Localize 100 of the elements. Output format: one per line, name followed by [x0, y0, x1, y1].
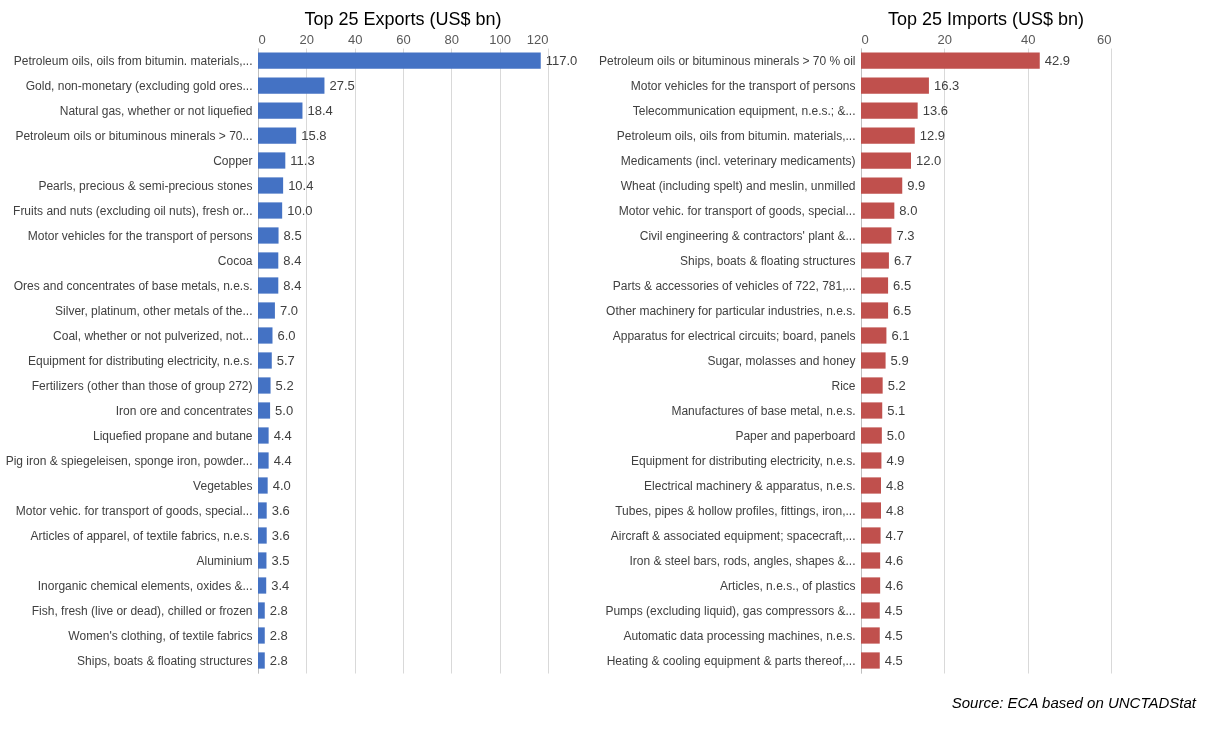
data-label: 10.0 [287, 202, 313, 218]
data-label: 2.8 [269, 652, 288, 668]
bar [258, 302, 275, 319]
y-tick-label: Petroleum oils or bituminous minerals > 70 % oil [599, 53, 856, 68]
y-tick-label: Pearls, precious & semi-precious stones [38, 178, 253, 193]
y-tick-label: Iron ore and concentrates [115, 403, 253, 418]
x-tick-label: 0 [258, 31, 266, 47]
y-tick-label: Women's clothing, of textile fabrics [68, 628, 253, 643]
data-label: 117.0 [545, 52, 578, 68]
data-label: 4.5 [884, 652, 903, 668]
y-tick-label: Articles, n.e.s., of plastics [720, 578, 856, 593]
data-label: 18.4 [307, 102, 333, 118]
y-tick-label: Vegetables [193, 478, 253, 493]
x-tick-label: 20 [937, 31, 953, 47]
bar [258, 602, 265, 619]
bar [258, 327, 273, 344]
data-label: 12.9 [919, 127, 946, 143]
y-tick-label: Motor vehic. for transport of goods, special... [618, 203, 856, 218]
data-label: 3.6 [271, 502, 290, 518]
y-tick-label: Fruits and nuts (excluding oil nuts), fresh or... [13, 203, 253, 218]
data-label: 16.3 [933, 77, 960, 93]
y-tick-label: Coal, whether or not pulverized, not... [53, 328, 253, 343]
y-tick-label: Tubes, pipes & hollow profiles, fittings, iron,... [615, 503, 856, 518]
data-label: 8.4 [283, 252, 302, 268]
x-tick-label: 60 [396, 31, 411, 47]
bar [258, 477, 268, 494]
data-label: 2.8 [269, 627, 288, 643]
data-label: 4.4 [273, 452, 292, 468]
data-label: 6.7 [893, 252, 912, 268]
y-tick-label: Motor vehicles for the transport of persons [630, 78, 856, 93]
y-tick-label: Automatic data processing machines, n.e.s. [623, 628, 856, 643]
data-label: 5.9 [890, 352, 909, 368]
data-label: 12.0 [916, 152, 942, 168]
data-label: 8.0 [899, 202, 918, 218]
data-label: 3.4 [271, 577, 290, 593]
data-label: 7.3 [896, 227, 915, 243]
data-label: 3.5 [271, 552, 290, 568]
y-tick-label: Aluminium [196, 553, 253, 568]
x-tick-label: 80 [444, 31, 460, 47]
bar [258, 402, 271, 419]
y-tick-label: Equipment for distributing electricity, n.e.s. [27, 353, 253, 368]
data-label: 27.5 [329, 77, 355, 93]
x-tick-label: 0 [861, 31, 869, 47]
y-tick-label: Fertilizers (other than those of group 272) [31, 378, 253, 393]
data-label: 4.9 [886, 452, 905, 468]
bar [258, 227, 279, 244]
data-label: 13.6 [922, 102, 948, 118]
bar [258, 252, 279, 269]
y-tick-label: Silver, platinum, other metals of the... [55, 303, 253, 318]
bar [258, 552, 267, 569]
data-label: 5.7 [276, 352, 295, 368]
bar [258, 202, 283, 219]
x-tick-label: 40 [1020, 31, 1036, 47]
bar [258, 177, 284, 194]
x-tick-label: 100 [489, 31, 512, 47]
data-label: 4.5 [884, 602, 903, 618]
data-label: 8.5 [283, 227, 302, 243]
x-tick-label: 40 [347, 31, 363, 47]
y-tick-label: Liquefied propane and butane [93, 428, 253, 443]
source-note: Source: ECA based on UNCTADStat [950, 694, 1198, 711]
y-tick-label: Apparatus for electrical circuits; board, panels [612, 328, 856, 343]
y-tick-label: Petroleum oils, oils from bitumin. materials,... [13, 53, 253, 68]
y-tick-label: Aircraft & associated equipment; spacecraft,... [610, 528, 856, 543]
bar [258, 152, 286, 169]
y-tick-label: Civil engineering & contractors' plant &... [639, 228, 856, 243]
bar [258, 502, 267, 519]
bar [258, 427, 269, 444]
data-label: 4.5 [884, 627, 903, 643]
bar [258, 527, 267, 544]
bar [258, 652, 265, 669]
data-label: 4.0 [272, 477, 291, 493]
y-tick-label: Petroleum oils, oils from bitumin. materials,... [616, 128, 856, 143]
data-label: 5.2 [887, 377, 906, 393]
data-label: 7.0 [279, 302, 298, 318]
bar [258, 452, 269, 469]
data-label: 4.7 [885, 527, 904, 543]
data-label: 4.6 [885, 552, 904, 568]
data-label: 10.4 [288, 177, 314, 193]
bar [258, 577, 267, 594]
y-tick-label: Heating & cooling equipment & parts thereof,... [606, 653, 856, 668]
x-tick-label: 60 [1097, 31, 1112, 47]
data-label: 3.6 [271, 527, 290, 543]
data-label: 4.8 [886, 502, 905, 518]
y-tick-label: Telecommunication equipment, n.e.s.; &... [632, 103, 856, 118]
chart-title: Top 25 Exports (US$ bn) [304, 9, 502, 29]
y-tick-label: Fish, fresh (live or dead), chilled or frozen [31, 603, 253, 618]
data-label: 6.0 [277, 327, 296, 343]
data-label: 5.2 [275, 377, 294, 393]
data-label: 6.5 [893, 277, 912, 293]
data-label: 4.6 [885, 577, 904, 593]
y-tick-label: Motor vehicles for the transport of persons [27, 228, 253, 243]
bar [258, 627, 265, 644]
bar [258, 352, 272, 369]
y-tick-label: Ships, boats & floating structures [77, 653, 253, 668]
data-label: 6.5 [893, 302, 912, 318]
y-tick-label: Medicaments (incl. veterinary medicaments) [620, 153, 856, 168]
y-tick-label: Inorganic chemical elements, oxides &... [37, 578, 253, 593]
y-tick-label: Cocoa [217, 253, 253, 268]
y-tick-label: Paper and paperboard [735, 428, 856, 443]
y-tick-label: Wheat (including spelt) and meslin, unmilled [620, 178, 856, 193]
